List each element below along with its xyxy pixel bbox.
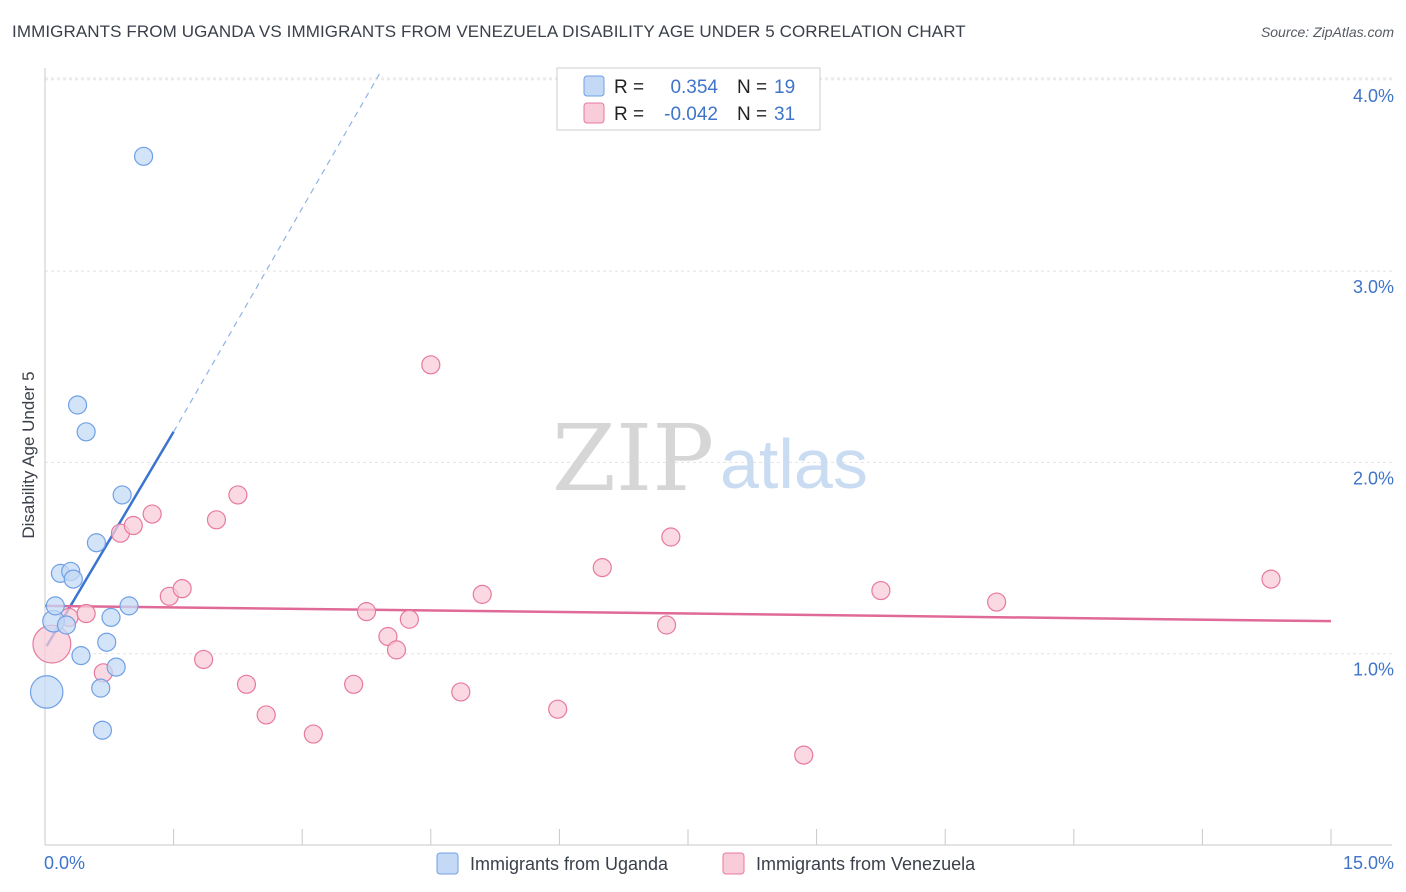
point-venezuela xyxy=(656,615,677,635)
point-uganda xyxy=(101,607,121,627)
point-uganda xyxy=(63,569,83,589)
y-tick-label: 4.0% xyxy=(1353,86,1394,106)
point-venezuela xyxy=(206,510,227,530)
watermark-zip: ZIP xyxy=(552,405,714,512)
legend-n-label-venezuela: N = xyxy=(737,104,767,125)
legend-swatch-venezuela xyxy=(583,102,605,124)
point-venezuela xyxy=(399,609,419,629)
trend-line-venezuela xyxy=(44,604,1332,623)
legend-r-uganda: 0.354 xyxy=(670,77,718,98)
trend-lines xyxy=(44,73,1332,647)
legend-n-venezuela: 31 xyxy=(774,104,795,125)
legend-r-label-venezuela: R = xyxy=(614,104,644,125)
point-venezuela xyxy=(421,355,441,375)
point-venezuela xyxy=(76,603,96,624)
y-tick-label: 2.0% xyxy=(1353,468,1394,488)
point-uganda xyxy=(29,675,64,709)
point-venezuela xyxy=(356,602,377,622)
point-venezuela xyxy=(303,724,323,744)
trend-extension-uganda xyxy=(173,73,380,433)
point-uganda xyxy=(112,485,132,505)
point-venezuela xyxy=(451,682,471,702)
series-legend: Immigrants from Uganda Immigrants from V… xyxy=(436,852,976,875)
series-legend-swatch-uganda xyxy=(436,852,459,875)
point-venezuela xyxy=(228,485,248,505)
source-label: Source: ZipAtlas.com xyxy=(1260,24,1394,40)
point-venezuela xyxy=(987,592,1007,612)
watermark-atlas: atlas xyxy=(720,425,868,503)
chart-title: IMMIGRANTS FROM UGANDA VS IMMIGRANTS FRO… xyxy=(12,22,966,41)
watermark: ZIP atlas xyxy=(552,405,868,512)
point-venezuela xyxy=(548,699,568,719)
point-venezuela xyxy=(1261,569,1281,589)
point-venezuela xyxy=(123,515,143,536)
point-venezuela xyxy=(256,705,276,725)
series-legend-label-uganda: Immigrants from Uganda xyxy=(470,854,669,874)
point-uganda xyxy=(92,720,113,740)
legend-n-uganda: 19 xyxy=(774,77,795,98)
point-venezuela xyxy=(871,580,891,601)
point-uganda xyxy=(133,146,154,166)
point-venezuela xyxy=(236,674,257,694)
point-uganda xyxy=(71,646,91,666)
x-tick-min: 0.0% xyxy=(44,853,85,873)
y-tick-label: 3.0% xyxy=(1353,277,1394,297)
series-legend-swatch-venezuela xyxy=(722,852,745,875)
legend-n-label-uganda: N = xyxy=(737,77,767,98)
point-uganda xyxy=(106,657,126,677)
point-venezuela xyxy=(142,504,162,524)
stats-legend: R = 0.354 N = 19 R = -0.042 N = 31 xyxy=(556,67,821,131)
point-venezuela xyxy=(661,527,681,547)
y-axis-title: Disability Age Under 5 xyxy=(19,371,38,538)
legend-r-venezuela: -0.042 xyxy=(664,104,718,125)
point-uganda xyxy=(119,596,139,616)
point-venezuela xyxy=(386,640,407,660)
legend-r-label-uganda: R = xyxy=(614,77,644,98)
point-venezuela xyxy=(378,626,398,647)
gridlines xyxy=(45,77,1392,655)
point-uganda xyxy=(86,533,107,553)
point-uganda xyxy=(67,395,88,415)
data-points xyxy=(29,146,1281,765)
axes: 1.0% 2.0% 3.0% 4.0% xyxy=(44,68,1394,846)
x-tick-max: 15.0% xyxy=(1343,853,1394,873)
point-venezuela xyxy=(194,649,214,670)
point-uganda xyxy=(45,596,65,616)
point-uganda xyxy=(97,632,117,652)
series-legend-label-venezuela: Immigrants from Venezuela xyxy=(756,854,976,874)
point-venezuela xyxy=(172,579,192,599)
point-uganda xyxy=(91,678,111,698)
point-venezuela xyxy=(472,584,492,604)
point-venezuela xyxy=(344,674,364,694)
point-uganda xyxy=(56,615,77,635)
legend-swatch-uganda xyxy=(583,75,605,97)
point-venezuela xyxy=(592,558,612,578)
y-tick-label: 1.0% xyxy=(1353,660,1394,680)
point-uganda xyxy=(76,422,96,442)
point-venezuela xyxy=(794,745,814,765)
